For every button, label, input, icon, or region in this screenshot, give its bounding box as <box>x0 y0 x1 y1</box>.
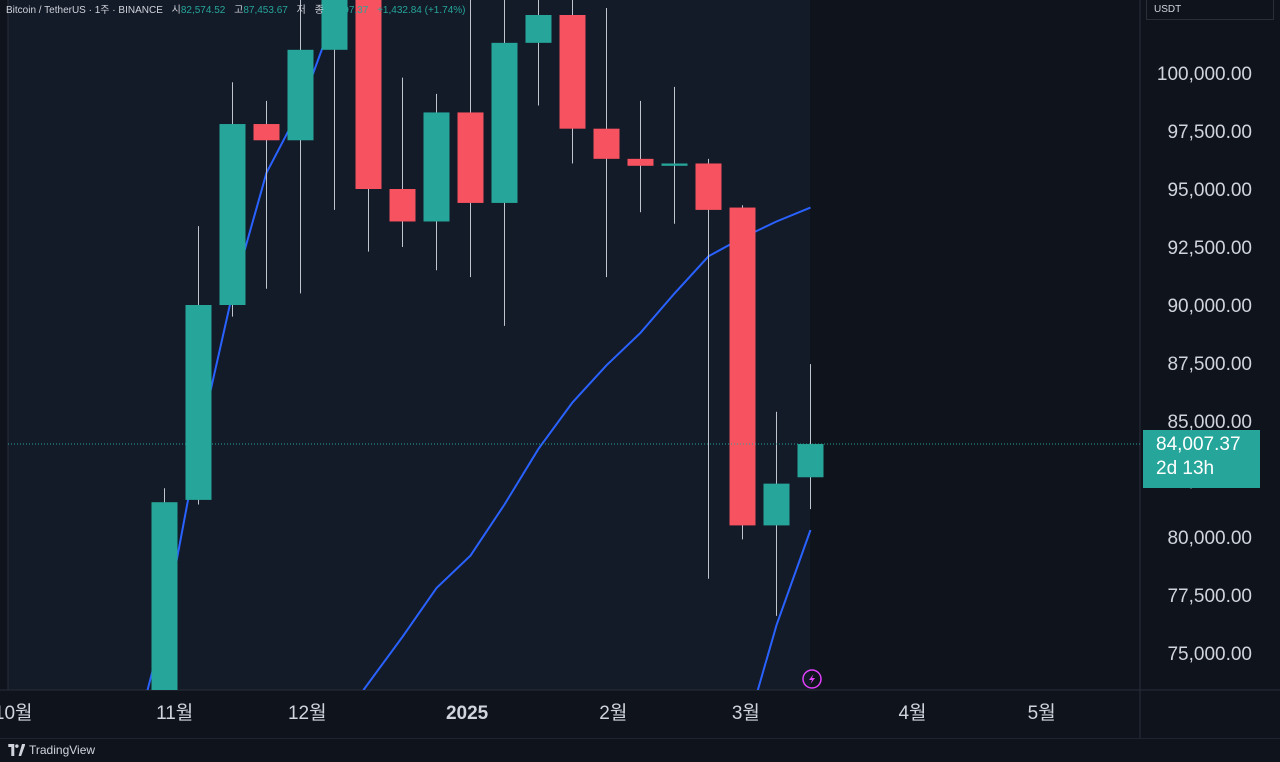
open-label: 시 <box>171 5 181 16</box>
candle-body <box>797 444 824 478</box>
price-tick-label: 95,000.00 <box>1167 180 1252 201</box>
open-value: 82,574.52 <box>180 5 226 16</box>
low-label: 저 <box>296 5 306 16</box>
price-tick-label: 77,500.00 <box>1167 586 1252 607</box>
candle-body <box>253 124 280 141</box>
time-tick-label: 3월 <box>732 702 760 724</box>
current-price-tag: 84,007.37 2d 13h <box>1143 430 1260 488</box>
price-tick-label: 80,000.00 <box>1167 528 1252 549</box>
price-tick-label: 87,500.00 <box>1167 354 1252 375</box>
time-tick-label: 2월 <box>599 702 627 724</box>
candle[interactable] <box>321 0 348 210</box>
candle-body <box>695 163 722 210</box>
ma-line-recent <box>756 529 812 690</box>
candle-body <box>355 0 382 189</box>
current-price-value: 84,007.37 <box>1156 434 1241 455</box>
time-tick-label: 5월 <box>1028 702 1056 724</box>
candle[interactable] <box>729 205 756 540</box>
high-value: 87,453.67 <box>243 5 288 16</box>
candle[interactable] <box>797 364 824 510</box>
footer-bar: TradingView <box>0 738 1280 762</box>
time-tick-label: 4월 <box>898 702 926 724</box>
time-tick-label: 10월 <box>0 702 33 724</box>
price-tick-label: 97,500.00 <box>1167 122 1252 143</box>
high-label: 고 <box>234 5 244 16</box>
candle[interactable] <box>355 0 382 252</box>
tradingview-logo-icon <box>8 744 25 756</box>
candle-body <box>185 305 212 500</box>
time-tick-label: 11월 <box>156 702 193 724</box>
symbol-legend[interactable]: Bitcoin / TetherUS · 1주 · BINANCE 시82,57… <box>6 1 466 16</box>
candle-body <box>219 124 246 305</box>
candle-body <box>593 128 620 159</box>
candle-body <box>729 207 756 526</box>
interval-label: 1주 <box>94 5 110 16</box>
candle-body <box>525 15 552 43</box>
price-tick-label: 75,000.00 <box>1167 644 1252 665</box>
candlestick-chart[interactable]: 75,000.0077,500.0080,000.0082,500.0085,0… <box>0 0 1280 738</box>
candle[interactable] <box>661 86 688 224</box>
candle[interactable] <box>695 158 722 579</box>
candle[interactable] <box>389 77 416 247</box>
candle[interactable] <box>491 0 518 326</box>
candle[interactable] <box>185 226 212 505</box>
candle-body <box>151 502 178 690</box>
brand-name: TradingView <box>29 743 96 757</box>
close-label: 종 <box>314 5 324 16</box>
candle-body <box>491 42 518 203</box>
candle[interactable] <box>525 0 552 106</box>
candle-body <box>763 483 790 526</box>
bar-countdown: 2d 13h <box>1156 458 1215 479</box>
time-tick-label: 2025 <box>446 703 489 724</box>
separator: · <box>88 5 95 16</box>
candle[interactable] <box>593 8 620 278</box>
candle-body <box>423 112 450 222</box>
close-value: 84,007.37 <box>323 5 369 16</box>
candle-body <box>321 0 348 50</box>
candle-body <box>627 158 654 166</box>
candle-body <box>389 189 416 222</box>
candle-body <box>457 112 484 203</box>
candle[interactable] <box>151 488 178 738</box>
candle-body <box>661 163 688 166</box>
candle[interactable] <box>627 100 654 213</box>
time-tick-label: 12월 <box>288 702 327 724</box>
candle[interactable] <box>219 82 246 317</box>
price-tick-label: 90,000.00 <box>1167 296 1252 317</box>
highlight-range <box>8 0 810 690</box>
candle[interactable] <box>457 0 484 278</box>
symbol-name[interactable]: Bitcoin / TetherUS <box>6 5 86 16</box>
candle[interactable] <box>253 100 280 289</box>
price-tick-label: 92,500.00 <box>1167 238 1252 259</box>
candle[interactable] <box>423 93 450 271</box>
alert-icon[interactable] <box>802 669 822 689</box>
separator: · <box>112 5 119 16</box>
exchange-label: BINANCE <box>118 5 163 16</box>
tradingview-brand[interactable]: TradingView <box>7 743 95 757</box>
candle-body <box>559 15 586 129</box>
price-tick-label: 85,000.00 <box>1167 412 1252 433</box>
currency-selector[interactable]: USDT <box>1146 0 1274 20</box>
candle[interactable] <box>763 411 790 616</box>
price-tick-label: 100,000.00 <box>1157 64 1252 85</box>
candle[interactable] <box>559 0 586 164</box>
candle-body <box>287 49 314 141</box>
change-value: +1,432.84 (+1.74%) <box>377 5 466 16</box>
candle[interactable] <box>287 0 314 294</box>
